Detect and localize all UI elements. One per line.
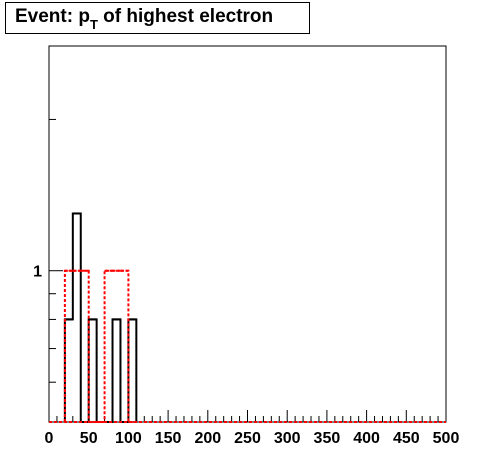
chart-title-main: Event: p <box>15 6 90 27</box>
y-tick-label: 1 <box>33 264 42 281</box>
x-tick-label: 300 <box>274 430 301 447</box>
chart-title-subscript: T <box>90 17 98 32</box>
chart-title-rest: of highest electron <box>98 6 273 27</box>
histogram-red-dashed <box>63 269 137 423</box>
x-tick-label: 450 <box>393 430 420 447</box>
x-tick-label: 350 <box>314 430 341 447</box>
chart-title: Event: pT of highest electron <box>15 6 273 32</box>
x-tick-label: 400 <box>353 430 380 447</box>
chart-title-box <box>5 2 310 34</box>
x-tick-label: 50 <box>80 430 98 447</box>
x-tick-label: 100 <box>115 430 142 447</box>
x-tick-label: 250 <box>234 430 261 447</box>
histogram-black-solid <box>63 212 138 423</box>
x-tick-label: 500 <box>433 430 460 447</box>
x-tick-label: 150 <box>155 430 182 447</box>
x-tick-label: 200 <box>194 430 221 447</box>
x-tick-label: 0 <box>45 430 54 447</box>
plot-frame <box>48 45 447 423</box>
